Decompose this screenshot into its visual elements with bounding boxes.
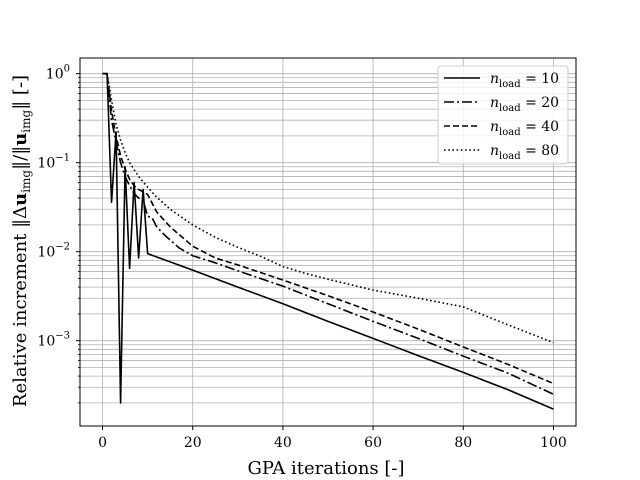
- legend-entry: nload = 40: [444, 119, 559, 138]
- legend-label: nload = 80: [490, 143, 559, 162]
- legend-entry: nload = 80: [444, 143, 559, 162]
- series-lines: [102, 72, 554, 410]
- series-line-dashed: [102, 72, 554, 385]
- y-tick-label: 10−3: [37, 331, 70, 350]
- legend: nload = 10 nload = 20 nload = 40 nload =…: [437, 65, 569, 165]
- x-tick-label: 40: [274, 435, 292, 451]
- series-line-dashdot: [102, 72, 554, 395]
- legend-box: [437, 65, 569, 165]
- legend-entry: nload = 20: [444, 95, 559, 114]
- y-tick-label: 10−2: [37, 242, 70, 261]
- x-axis-title: GPA iterations [-]: [247, 458, 404, 479]
- y-tick-label: 10−1: [37, 153, 70, 172]
- y-tick-label: 100: [46, 64, 70, 83]
- axes: 0 20 40 60 80 100 10−3 10−2 10−1 100: [37, 57, 577, 451]
- legend-label: nload = 10: [490, 71, 559, 90]
- x-tick-label: 20: [184, 435, 202, 451]
- series-line-solid: [102, 72, 554, 410]
- x-tick-label: 60: [364, 435, 382, 451]
- x-tick-label: 0: [98, 435, 107, 451]
- series-line-dotted: [102, 72, 554, 344]
- y-axis-title: Relative increment ‖Δuimg‖/‖uimg‖ [-]: [10, 75, 33, 407]
- legend-label: nload = 20: [490, 95, 559, 114]
- plot-frame: [79, 57, 577, 427]
- x-tick-label: 80: [454, 435, 472, 451]
- legend-entry: nload = 10: [444, 71, 559, 90]
- x-tick-label: 100: [540, 435, 567, 451]
- legend-label: nload = 40: [490, 119, 559, 138]
